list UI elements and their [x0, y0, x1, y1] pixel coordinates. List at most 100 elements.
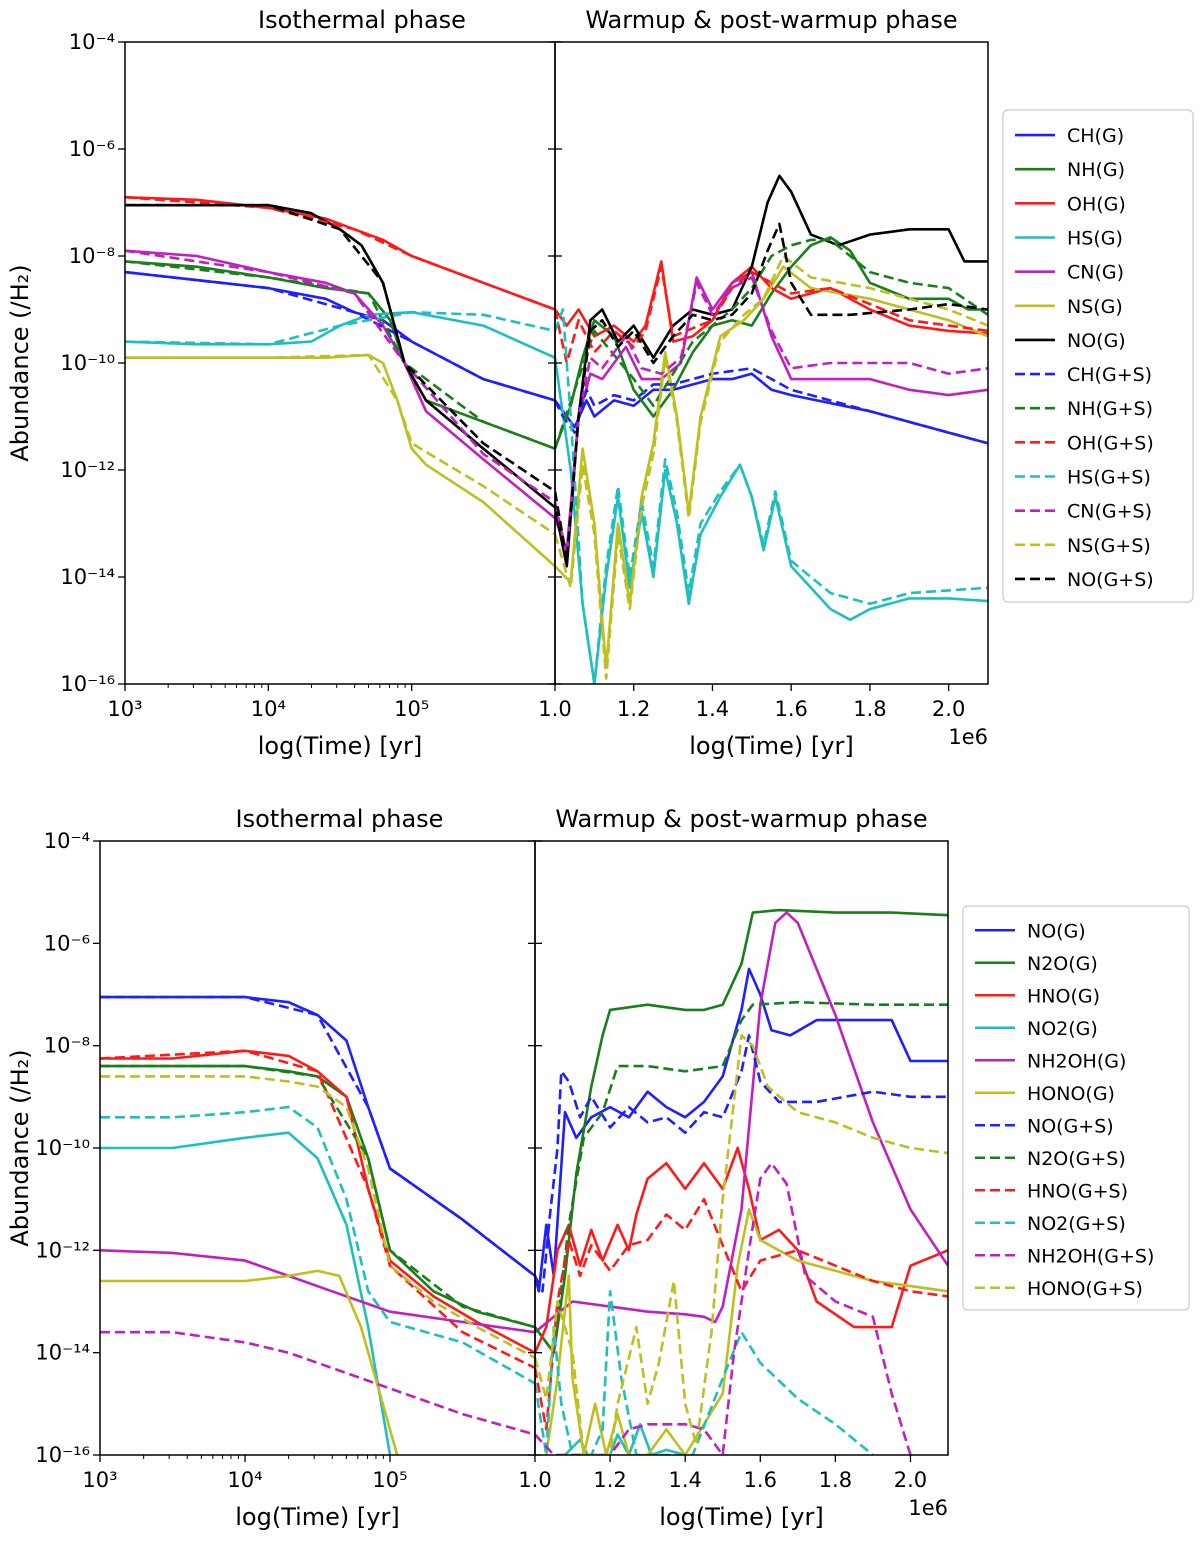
series-line-left-NO(G+S): [100, 995, 535, 1277]
left-axes-frame: [124, 41, 556, 685]
legend-label: HS(G): [1067, 228, 1123, 250]
y-tick-label: 10⁻¹⁶: [35, 1443, 90, 1467]
x-tick-label-right: 1.0: [518, 1468, 551, 1492]
series-line-left-CH(G): [125, 270, 555, 402]
series-line-right-HS(G+S): [555, 308, 988, 684]
series-line-left-NO(G+S): [125, 203, 555, 493]
series-line-left-NO(G): [100, 995, 535, 1277]
series-line-left-NS(G+S): [125, 353, 555, 536]
legend-label: HNO(G+S): [1027, 1180, 1128, 1202]
x-axis-label-right: log(Time) [yr]: [659, 1503, 823, 1531]
legend-label: NO2(G+S): [1027, 1213, 1126, 1235]
right-subplot-title: Warmup & post-warmup phase: [555, 805, 927, 833]
x-offset-label: 1e6: [908, 1496, 948, 1520]
series-line-right-NH2OH(G): [535, 911, 948, 1334]
y-tick-label: 10⁻¹²: [60, 458, 115, 482]
legend-label: CH(G): [1067, 125, 1124, 147]
series-line-right-NO2(G+S): [535, 1290, 874, 1455]
chart-panel-bottom: 10⁻¹⁶ 10⁻¹⁴ 10⁻¹² 10⁻¹⁰ 10⁻⁸ 10⁻⁶ 10⁻⁴ 10³ 10⁴ 10…: [6, 805, 1190, 1531]
legend-label: N2O(G): [1027, 953, 1098, 975]
series-line-right-OH(G+S): [555, 265, 988, 365]
x-axis-label-right: log(Time) [yr]: [689, 732, 853, 760]
y-axis-label: Abundance (/H₂): [6, 1049, 34, 1246]
left-subplot-lines: [125, 195, 555, 568]
y-tick-label: 10⁻⁸: [44, 1034, 90, 1058]
series-line-right-NH(G+S): [555, 238, 988, 450]
right-subplot-lines: [535, 908, 948, 1455]
y-tick-label: 10⁻¹⁰: [60, 351, 115, 375]
y-tick-label: 10⁻¹⁰: [35, 1136, 90, 1160]
legend-label: HONO(G+S): [1027, 1278, 1143, 1300]
series-line-left-NO2(G+S): [100, 1105, 535, 1385]
x-tick-label-left: 10⁵: [372, 1468, 407, 1492]
legend-label: NO(G+S): [1027, 1115, 1114, 1137]
legend-label: NH(G): [1067, 159, 1125, 181]
legend-label: N2O(G+S): [1027, 1148, 1126, 1170]
right-axes-frame: [534, 840, 949, 1456]
x-tick-label-right: 1.4: [668, 1468, 701, 1492]
series-line-left-HNO(G+S): [100, 1049, 535, 1370]
legend-label: NH2OH(G+S): [1027, 1245, 1154, 1267]
y-tick-label: 10⁻⁶: [69, 137, 115, 161]
x-tick-label-right: 1.6: [774, 697, 807, 721]
legend: NO(G) N2O(G) HNO(G) NO2(G) NH2OH(G) HONO(G) NO…: [962, 905, 1190, 1311]
series-line-left-HONO(G+S): [100, 1075, 535, 1359]
x-axis-label-left: log(Time) [yr]: [235, 1503, 399, 1531]
x-tick-label-right: 2.0: [932, 697, 965, 721]
legend-label: NS(G): [1067, 296, 1123, 318]
series-line-right-NO(G): [535, 967, 948, 1293]
legend-label: CH(G+S): [1067, 364, 1152, 386]
series-line-left-CH(G+S): [125, 270, 555, 402]
y-axis-label: Abundance (/H₂): [6, 264, 34, 461]
series-line-left-CN(G+S): [125, 249, 555, 504]
y-tick-label: 10⁻¹⁴: [60, 565, 115, 589]
x-tick-label-right: 1.4: [696, 697, 729, 721]
legend-label: HNO(G): [1027, 985, 1100, 1007]
series-line-left-N2O(G+S): [100, 1064, 535, 1329]
series-line-left-HS(G): [125, 310, 555, 359]
series-line-right-NO(G+S): [555, 222, 988, 563]
legend-label: HS(G+S): [1067, 467, 1151, 489]
chart-panel-top: 10⁻¹⁶ 10⁻¹⁴ 10⁻¹² 10⁻¹⁰ 10⁻⁸ 10⁻⁶ 10⁻⁴ 10³ 10⁴ 10…: [6, 6, 1194, 760]
y-tick-label: 10⁻⁶: [44, 931, 90, 955]
series-line-right-HS(G): [555, 357, 988, 684]
legend-label: NO(G+S): [1067, 569, 1154, 591]
series-line-right-NO(G+S): [535, 1034, 948, 1293]
x-tick-label-left: 10⁴: [251, 697, 286, 721]
series-line-left-NH2OH(G+S): [100, 1330, 535, 1436]
x-tick-label-right: 1.0: [538, 697, 571, 721]
legend-label: OH(G+S): [1067, 432, 1154, 454]
legend-label: NO2(G): [1027, 1018, 1098, 1040]
series-line-right-HNO(G): [535, 1146, 948, 1354]
x-tick-label-right: 1.8: [853, 697, 886, 721]
series-line-left-NH2OH(G): [100, 1249, 535, 1334]
legend-label: CN(G+S): [1067, 501, 1152, 523]
series-line-right-NH2OH(G+S): [535, 1162, 912, 1455]
x-axis-label-left: log(Time) [yr]: [258, 732, 422, 760]
right-subplot-title: Warmup & post-warmup phase: [585, 6, 957, 34]
left-subplot-lines: [100, 995, 535, 1455]
series-line-right-CN(G): [555, 270, 988, 552]
y-tick-label: 10⁻⁸: [69, 244, 115, 268]
series-line-left-NH(G+S): [125, 260, 555, 450]
legend-label: NO(G): [1027, 920, 1086, 942]
legend-label: NO(G): [1067, 330, 1126, 352]
series-line-right-CN(G+S): [555, 276, 988, 557]
x-tick-label-right: 2.0: [894, 1468, 927, 1492]
right-subplot-lines: [555, 174, 988, 684]
y-tick-label: 10⁻⁴: [69, 30, 115, 54]
series-line-right-N2O(G): [535, 908, 948, 1354]
series-line-right-HONO(G+S): [535, 1034, 948, 1455]
x-tick-label-left: 10³: [107, 697, 142, 721]
left-subplot-title: Isothermal phase: [236, 805, 444, 833]
series-line-left-HONO(G): [100, 1269, 399, 1455]
series-line-left-OH(G): [125, 195, 555, 311]
series-line-left-NO(G): [125, 203, 555, 509]
series-line-left-CN(G): [125, 249, 555, 520]
series-line-right-N2O(G+S): [535, 1000, 948, 1354]
legend-label: NH2OH(G): [1027, 1050, 1126, 1072]
series-line-left-NS(G): [125, 353, 555, 568]
legend-label: NH(G+S): [1067, 398, 1153, 420]
legend-label: HONO(G): [1027, 1083, 1115, 1105]
